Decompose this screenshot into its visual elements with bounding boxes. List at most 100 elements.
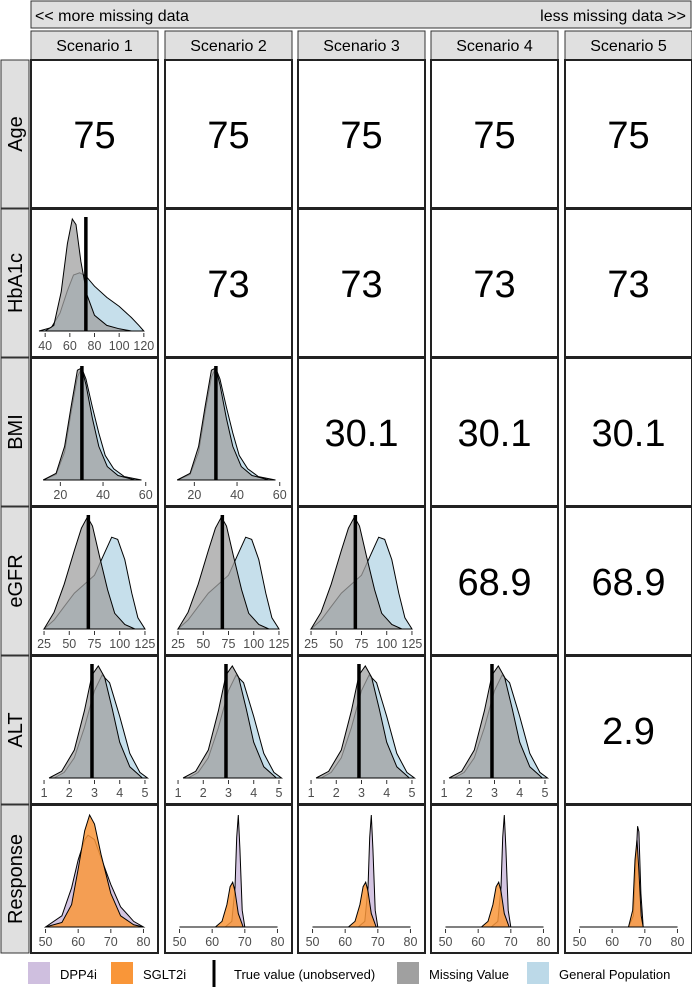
x-tick-label: 60 <box>63 339 77 353</box>
x-tick-label: 2 <box>466 786 473 800</box>
variable-label: Response <box>5 834 27 924</box>
x-tick-label: 70 <box>638 935 652 949</box>
x-tick-label: 50 <box>573 935 587 949</box>
panel-border <box>297 59 426 209</box>
scenario-strip <box>30 30 159 61</box>
sglt2i-density <box>45 813 144 928</box>
facet-panel: 50 60 70 80 <box>430 804 559 954</box>
facet-panel: 30.1 <box>297 357 426 507</box>
observed-value: 30.1 <box>325 413 399 455</box>
scenario-label: Scenario 4 <box>456 38 533 55</box>
x-tick-label: 50 <box>439 935 453 949</box>
x-tick-label: 40 <box>96 488 110 502</box>
variable-strip <box>0 655 30 805</box>
scenario-strip <box>164 30 293 61</box>
scenario-label: Scenario 1 <box>56 38 133 55</box>
x-tick-label: 1 <box>41 786 48 800</box>
x-tick-label: 2 <box>333 786 340 800</box>
scenario-strip <box>297 30 426 61</box>
x-tick-label: 100 <box>243 637 264 651</box>
scenario-label: Scenario 3 <box>323 38 400 55</box>
facet-panel: 75 <box>430 59 559 209</box>
panel-border <box>430 804 559 954</box>
x-tick-label: 100 <box>376 637 397 651</box>
panel-border <box>564 208 692 358</box>
facet-panel: 1 2 3 4 5 <box>297 655 426 805</box>
x-tick-label: 60 <box>338 935 352 949</box>
panel-border <box>564 655 692 805</box>
facet-panel: 1 2 3 4 5 <box>430 655 559 805</box>
variable-strip <box>0 357 30 507</box>
x-tick-label: 1 <box>308 786 315 800</box>
legend: DPP4i SGLT2i True value (unobserved) Missin… <box>28 960 670 987</box>
facet-panel: 68.9 <box>430 506 559 656</box>
panel-border <box>430 506 559 656</box>
variable-strip <box>0 208 30 358</box>
sglt2i-density <box>579 839 678 928</box>
x-tick-label: 5 <box>275 786 282 800</box>
x-tick-label: 75 <box>355 637 369 651</box>
variable-label: HbA1c <box>5 253 27 313</box>
observed-value: 68.9 <box>592 562 666 604</box>
scenario-strip <box>564 30 692 61</box>
facet-panel: 75 <box>164 59 293 209</box>
panel-border <box>430 357 559 507</box>
facet-panel: 40 60 80 100 120 <box>30 208 159 358</box>
x-tick-label: 60 <box>273 488 287 502</box>
x-tick-label: 50 <box>306 935 320 949</box>
observed-value: 75 <box>473 115 515 157</box>
x-tick-label: 1 <box>441 786 448 800</box>
facet-panel: 50 60 70 80 <box>164 804 293 954</box>
panel-border <box>297 804 426 954</box>
variable-strip <box>0 506 30 656</box>
panel-border <box>164 59 293 209</box>
sglt2i-density <box>179 880 278 928</box>
x-tick-label: 20 <box>187 488 201 502</box>
header-right-text: less missing data >> <box>540 8 686 25</box>
legend-key <box>527 962 549 984</box>
legend-label: SGLT2i <box>143 967 186 982</box>
observed-value: 75 <box>607 115 649 157</box>
legend-label: Missing Value <box>429 967 509 982</box>
x-tick-label: 100 <box>109 637 130 651</box>
x-tick-label: 3 <box>358 786 365 800</box>
x-tick-label: 80 <box>271 935 285 949</box>
missing-value-density <box>448 665 544 779</box>
x-tick-label: 5 <box>141 786 148 800</box>
observed-value: 68.9 <box>458 562 532 604</box>
observed-value: 2.9 <box>602 711 655 753</box>
x-tick-label: 50 <box>196 637 210 651</box>
x-tick-label: 75 <box>88 637 102 651</box>
observed-value: 75 <box>340 115 382 157</box>
x-tick-label: 125 <box>135 637 156 651</box>
panel-border <box>430 59 559 209</box>
observed-value: 73 <box>207 264 249 306</box>
x-tick-label: 80 <box>404 935 418 949</box>
x-tick-label: 60 <box>205 935 219 949</box>
panel-border <box>564 804 692 954</box>
variable-label: ALT <box>5 712 27 747</box>
x-tick-label: 70 <box>371 935 385 949</box>
facet-panel: 73 <box>564 208 692 358</box>
x-tick-label: 25 <box>37 637 51 651</box>
x-tick-label: 70 <box>504 935 518 949</box>
missing-value-density <box>315 665 411 779</box>
facet-panel: 1 2 3 4 5 <box>164 655 293 805</box>
variable-strip <box>0 804 30 954</box>
x-tick-label: 120 <box>133 339 154 353</box>
variable-label: BMI <box>5 414 27 450</box>
observed-value: 30.1 <box>592 413 666 455</box>
facet-panel: 73 <box>164 208 293 358</box>
facet-panel: 73 <box>297 208 426 358</box>
x-tick-label: 1 <box>175 786 182 800</box>
variable-label: eGFR <box>5 554 27 607</box>
observed-value: 73 <box>607 264 649 306</box>
legend-label: DPP4i <box>60 967 97 982</box>
panel-border <box>164 804 293 954</box>
facet-panel: 50 60 70 80 <box>30 804 159 954</box>
x-tick-label: 80 <box>137 935 151 949</box>
missing-data-header-strip <box>30 0 692 29</box>
facet-panel: 25 50 75 100 125 <box>30 506 159 656</box>
x-tick-label: 75 <box>222 637 236 651</box>
facet-panel: 75 <box>30 59 159 209</box>
